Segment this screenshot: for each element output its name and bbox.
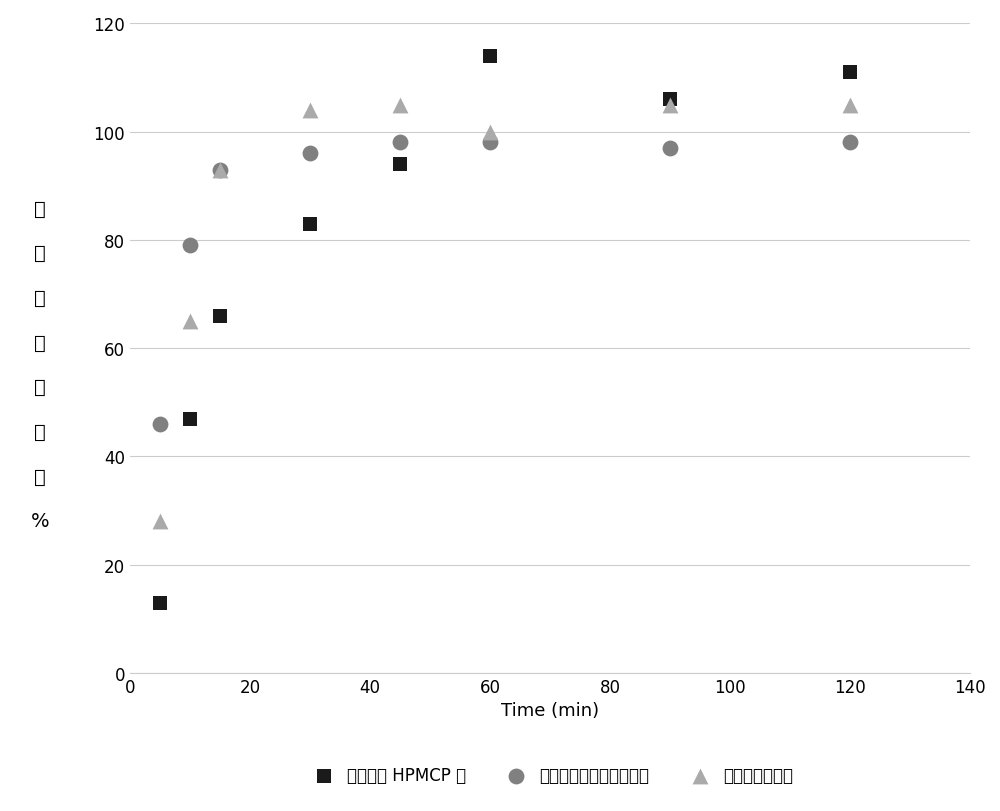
- 尼洛替尼 HPMCP 盐: [152, 596, 168, 609]
- 尼洛替尼盐酸盐一水合物: [482, 137, 498, 150]
- 尼洛替尼游离碱: [212, 164, 228, 177]
- 尼洛替尼游离碱: [152, 515, 168, 528]
- 尼洛替尼盐酸盐一水合物: [392, 137, 408, 150]
- 尼洛替尼盐酸盐一水合物: [302, 148, 318, 161]
- Text: 尼: 尼: [34, 467, 46, 486]
- Text: 溶: 溶: [34, 200, 46, 218]
- 尼洛替尼盐酸盐一水合物: [212, 164, 228, 177]
- 尼洛替尼盐酸盐一水合物: [842, 137, 858, 150]
- 尼洛替尼 HPMCP 盐: [302, 218, 318, 231]
- Text: 替: 替: [34, 423, 46, 441]
- Text: 解: 解: [34, 244, 46, 263]
- Text: 尼: 尼: [34, 333, 46, 352]
- Text: %: %: [31, 512, 49, 530]
- 尼洛替尼游离碱: [842, 99, 858, 112]
- Legend: 尼洛替尼 HPMCP 盐, 尼洛替尼盐酸盐一水合物, 尼洛替尼游离碱: 尼洛替尼 HPMCP 盐, 尼洛替尼盐酸盐一水合物, 尼洛替尼游离碱: [300, 759, 800, 791]
- 尼洛替尼 HPMCP 盐: [182, 413, 198, 426]
- 尼洛替尼 HPMCP 盐: [662, 93, 678, 106]
- 尼洛替尼 HPMCP 盐: [482, 50, 498, 63]
- 尼洛替尼 HPMCP 盐: [212, 310, 228, 323]
- X-axis label: Time (min): Time (min): [501, 702, 599, 719]
- 尼洛替尼游离碱: [662, 99, 678, 112]
- 尼洛替尼 HPMCP 盐: [842, 67, 858, 79]
- Text: 洛: 洛: [34, 378, 46, 397]
- 尼洛替尼盐酸盐一水合物: [182, 239, 198, 252]
- 尼洛替尼游离碱: [182, 315, 198, 328]
- Text: 的: 的: [34, 289, 46, 307]
- 尼洛替尼 HPMCP 盐: [392, 158, 408, 171]
- 尼洛替尼盐酸盐一水合物: [662, 142, 678, 155]
- 尼洛替尼游离碱: [392, 99, 408, 112]
- 尼洛替尼盐酸盐一水合物: [152, 418, 168, 431]
- 尼洛替尼游离碱: [482, 126, 498, 139]
- 尼洛替尼游离碱: [302, 105, 318, 118]
